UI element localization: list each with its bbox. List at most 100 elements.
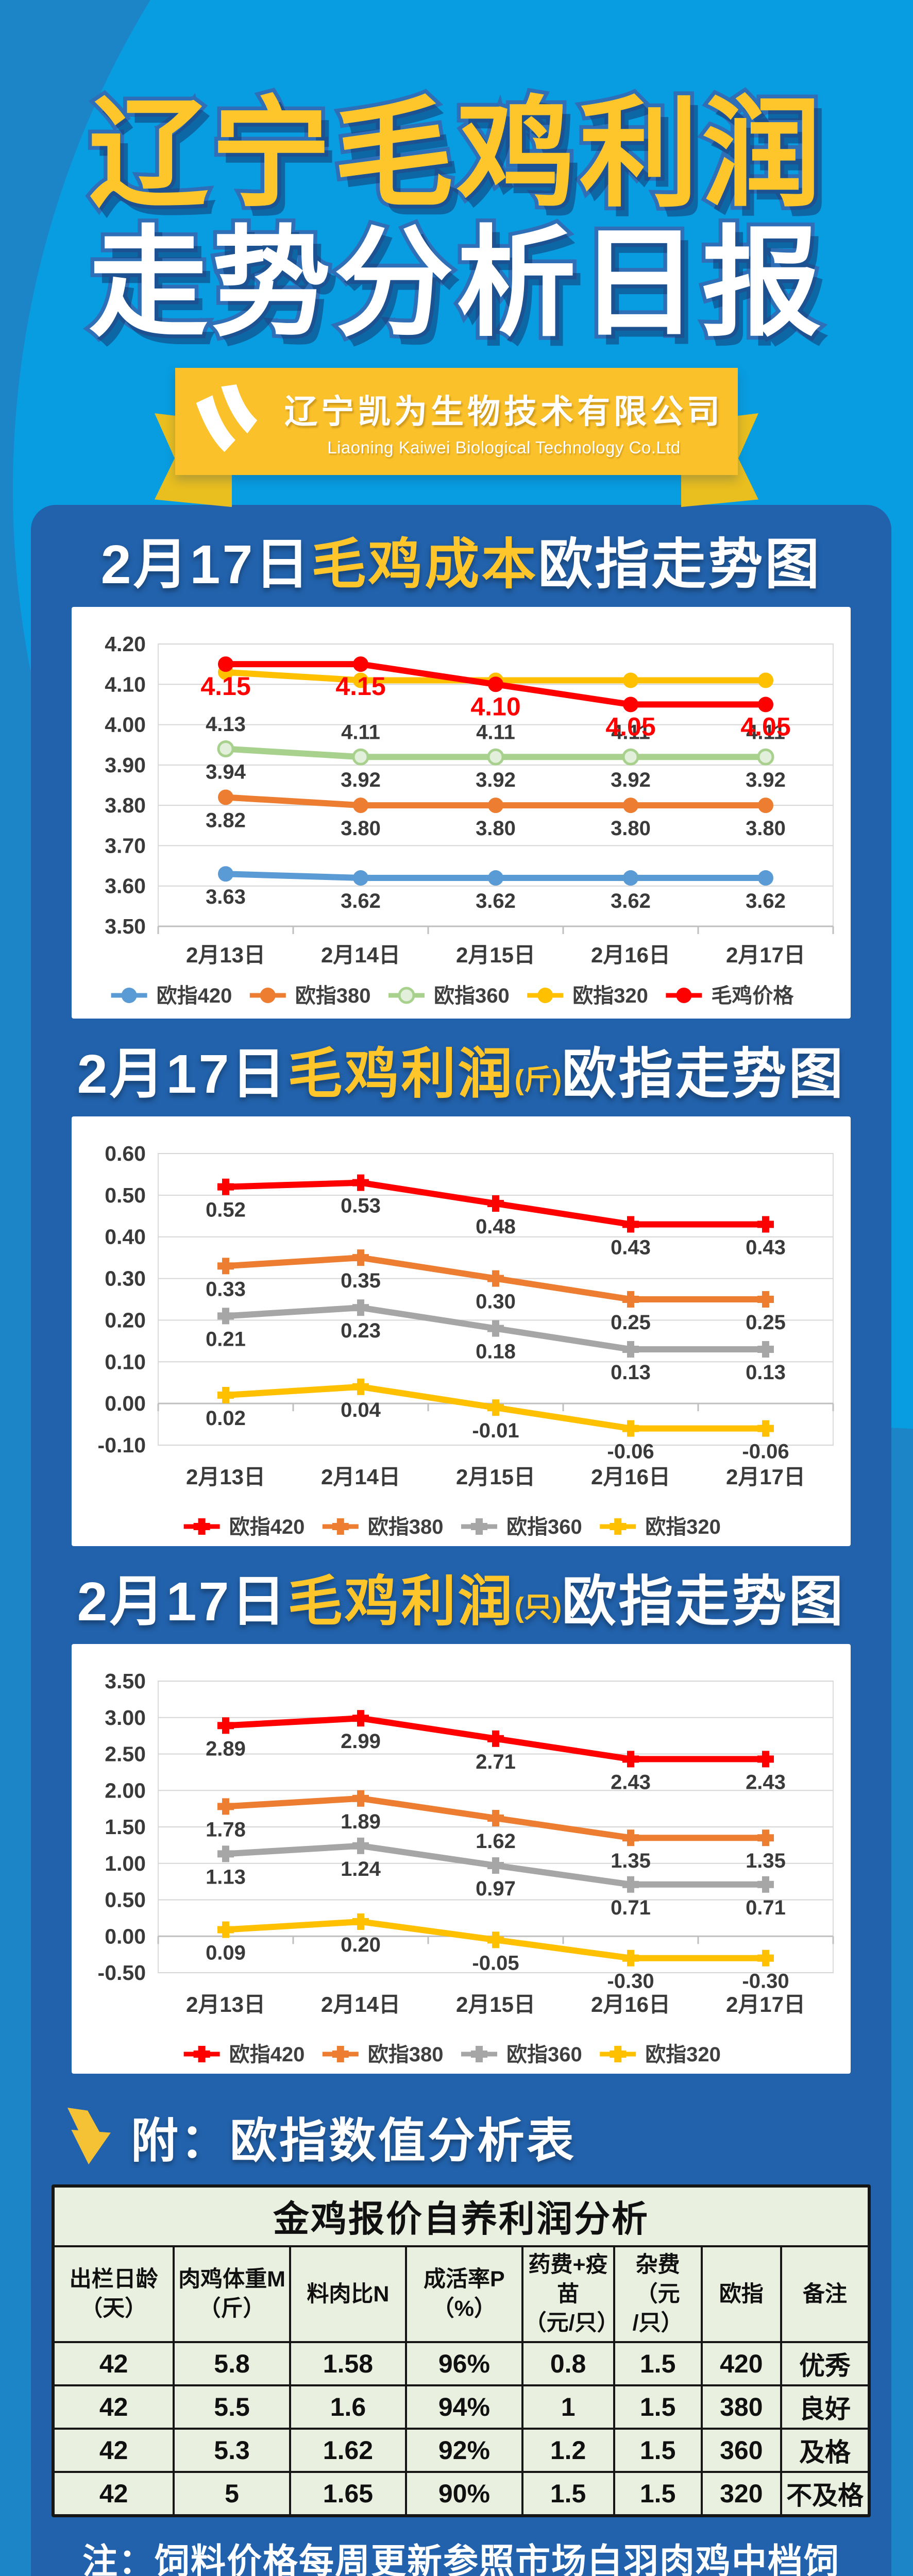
series-欧指420: 3.63 3.62 3.62 3.62 3.62 xyxy=(206,866,786,912)
data-label: 1.89 xyxy=(341,1810,381,1833)
section-cost-chart: 2月17日毛鸡成本欧指走势图 4.20 4.10 4.00 3.90 3.80 3.70 3… xyxy=(31,534,891,1019)
series-欧指380: 1.78 1.89 1.62 1.35 1.35 xyxy=(206,1790,786,1872)
svg-text:0.40: 0.40 xyxy=(105,1225,146,1249)
data-label: 4.11 xyxy=(341,721,380,743)
kaiwei-logo-icon xyxy=(196,384,258,452)
table-cell: 96% xyxy=(407,2343,521,2385)
svg-text:0.50: 0.50 xyxy=(105,1888,146,1911)
svg-text:0.20: 0.20 xyxy=(105,1308,146,1332)
x-tick-label: 2月14日 xyxy=(321,1465,400,1489)
table-euro-cell: 320 xyxy=(702,2473,780,2515)
company-banner: 辽宁凯为生物技术有限公司 Liaoning Kaiwei Biological … xyxy=(175,368,738,476)
svg-text:3.90: 3.90 xyxy=(105,753,146,777)
table-cell: 1.2 xyxy=(523,2430,613,2471)
svg-text:3.60: 3.60 xyxy=(105,874,146,898)
svg-text:1.50: 1.50 xyxy=(105,1815,146,1839)
x-tick-label: 2月15日 xyxy=(456,1992,535,2016)
company-name-en: Liaoning Kaiwei Biological Technology Co… xyxy=(327,438,681,457)
svg-text:0.30: 0.30 xyxy=(105,1266,146,1290)
table-header-cell: 肉鸡体重M （斤） xyxy=(175,2247,289,2342)
data-label: 3.62 xyxy=(746,890,786,912)
data-label: 3.94 xyxy=(206,761,246,784)
data-label: -0.05 xyxy=(472,1952,519,1974)
series-毛鸡价格: 4.15 4.15 4.10 4.05 4.05 xyxy=(200,656,791,741)
x-tick-label: 2月16日 xyxy=(591,1465,670,1489)
x-tick-label: 2月16日 xyxy=(591,1992,670,2016)
legend-label: 欧指320 xyxy=(645,1516,721,1538)
svg-text:0.00: 0.00 xyxy=(105,1392,146,1415)
table-cell: 0.8 xyxy=(523,2343,613,2385)
down-right-arrow-icon xyxy=(67,2108,111,2165)
svg-text:2.00: 2.00 xyxy=(105,1778,146,1802)
table-cell: 92% xyxy=(407,2430,521,2471)
table-header-cell: 备注 xyxy=(782,2247,868,2342)
data-label: 0.43 xyxy=(746,1236,786,1259)
chart-title-part: 欧指走势图 xyxy=(562,1571,846,1632)
profit-per-bird-chart-card: 3.50 3.00 2.50 2.00 1.50 1.00 0.50 0.00 -0.50 2月1… xyxy=(72,1643,851,2074)
hero-title-line1: 辽宁毛鸡利润 xyxy=(84,86,825,223)
analysis-header: 附：欧指数值分析表 xyxy=(60,2103,891,2171)
data-label: 1.13 xyxy=(206,1866,246,1888)
data-label: 0.30 xyxy=(476,1290,516,1313)
data-label: 4.13 xyxy=(206,713,246,736)
table-cell: 5 xyxy=(175,2473,289,2515)
data-label: 1.24 xyxy=(341,1858,381,1880)
data-label: 1.78 xyxy=(206,1818,246,1841)
chart-title-profit-bird: 2月17日毛鸡利润(只)欧指走势图 xyxy=(31,1571,891,1634)
svg-text:2.50: 2.50 xyxy=(105,1742,146,1766)
data-label: 4.05 xyxy=(740,712,790,741)
data-label: 0.35 xyxy=(341,1269,381,1292)
table-header-cell: 杂费（元 /只） xyxy=(615,2247,701,2342)
x-tick-label: 2月14日 xyxy=(321,943,400,967)
svg-text:-0.50: -0.50 xyxy=(98,1961,146,1985)
series-欧指380: 0.33 0.35 0.30 0.25 0.25 xyxy=(206,1249,786,1334)
legend-label: 欧指420 xyxy=(229,2043,305,2066)
legend-label: 欧指420 xyxy=(229,1516,305,1538)
x-tick-label: 2月16日 xyxy=(591,943,670,967)
table-cell: 90% xyxy=(407,2473,521,2515)
series-欧指420: 2.89 2.99 2.71 2.43 2.43 xyxy=(206,1709,786,1793)
data-label: 3.63 xyxy=(206,886,246,908)
series-欧指360: 0.21 0.23 0.18 0.13 0.13 xyxy=(206,1299,786,1384)
table-cell: 42 xyxy=(55,2343,173,2385)
cost-chart-card: 4.20 4.10 4.00 3.90 3.80 3.70 3.60 3.50 2月13日 2月1… xyxy=(72,606,851,1019)
table-cell: 1.5 xyxy=(615,2473,701,2515)
svg-text:4.00: 4.00 xyxy=(105,713,146,737)
series-欧指320: 0.02 0.04 -0.01 -0.06 -0.06 xyxy=(206,1378,789,1463)
gridlines: 3.50 3.00 2.50 2.00 1.50 1.00 0.50 0.00 -0.50 xyxy=(98,1669,834,1985)
data-label: 3.82 xyxy=(206,809,246,832)
data-label: 0.97 xyxy=(476,1877,516,1900)
main-panel: 2月17日毛鸡成本欧指走势图 4.20 4.10 4.00 3.90 3.80 3.70 3… xyxy=(31,505,891,2576)
legend-label: 欧指380 xyxy=(295,985,371,1007)
legend-label: 欧指360 xyxy=(506,2043,582,2066)
table-cell: 5.3 xyxy=(175,2430,289,2471)
data-label: 0.33 xyxy=(206,1278,246,1300)
legend-label: 欧指360 xyxy=(506,1516,582,1538)
data-label: 2.71 xyxy=(476,1751,516,1773)
data-label: 3.62 xyxy=(611,890,651,912)
profit-per-jin-chart-card: 0.60 0.50 0.40 0.30 0.20 0.10 0.00 -0.10 2月13日 2月… xyxy=(72,1116,851,1546)
series-欧指360: 3.94 3.92 3.92 3.92 3.92 xyxy=(206,740,786,791)
svg-text:-0.10: -0.10 xyxy=(98,1433,146,1457)
table-euro-cell: 380 xyxy=(702,2386,780,2428)
data-label: -0.06 xyxy=(607,1440,654,1463)
data-label: 0.09 xyxy=(206,1941,246,1964)
table-cell: 1.65 xyxy=(291,2473,405,2515)
chart-title-part: (斤) xyxy=(514,1063,562,1096)
table-euro-cell: 420 xyxy=(702,2343,780,2385)
chart-title-part: 2月17日 xyxy=(77,1043,288,1105)
table-cell: 1.6 xyxy=(291,2386,405,2428)
hero-title: 辽宁毛鸡利润 走势分析日报 xyxy=(0,0,913,352)
data-label: 0.25 xyxy=(611,1311,651,1334)
data-label: 3.62 xyxy=(341,890,381,912)
x-tick-label: 2月13日 xyxy=(186,1992,265,2016)
data-label: 3.80 xyxy=(746,817,786,840)
table-cell: 不及格 xyxy=(782,2473,868,2515)
data-label: 0.20 xyxy=(341,1934,381,1956)
data-label: 1.62 xyxy=(476,1830,516,1853)
x-axis: 2月13日 2月14日 2月15日 2月16日 2月17日 xyxy=(157,1402,834,1489)
table-cell: 优秀 xyxy=(782,2343,868,2385)
section-profit-per-bird-chart: 2月17日毛鸡利润(只)欧指走势图 3.50 3.00 2.50 2.00 1.50 1.… xyxy=(31,1571,891,2074)
chart-title-part: 2月17日 xyxy=(100,534,312,596)
table-cell: 42 xyxy=(55,2473,173,2515)
